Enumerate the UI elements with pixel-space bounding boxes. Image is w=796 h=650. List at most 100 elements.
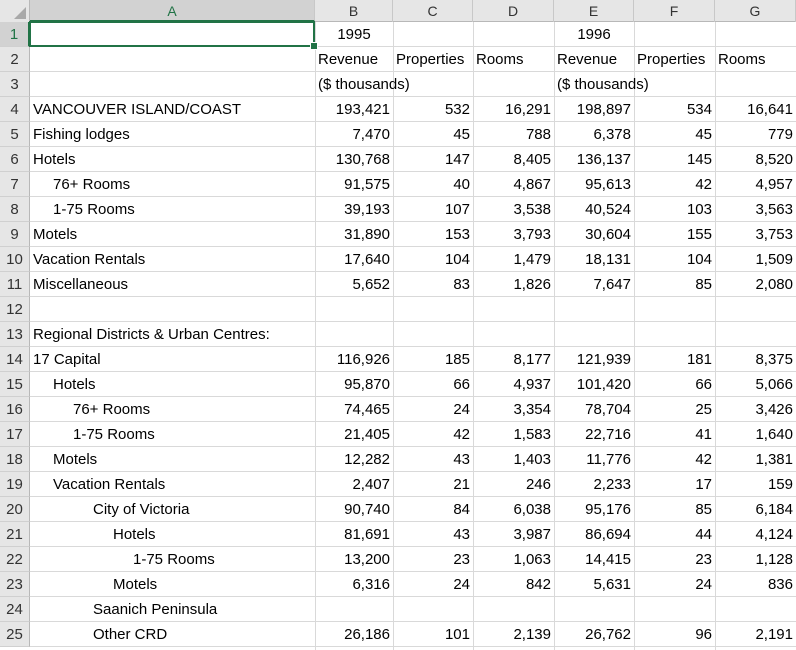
cell-b10[interactable]: 17,640 [344, 251, 390, 268]
row-header-13[interactable]: 13 [0, 322, 30, 347]
select-all-corner[interactable] [0, 0, 30, 22]
column-header-f[interactable]: F [634, 0, 715, 22]
cell-e21[interactable]: 86,694 [585, 526, 631, 543]
row-header-25[interactable]: 25 [0, 622, 30, 647]
cell-b7[interactable]: 91,575 [344, 176, 390, 193]
cell-g15[interactable]: 5,066 [755, 376, 793, 393]
cell-a20[interactable]: City of Victoria [93, 501, 190, 518]
cell-g4[interactable]: 16,641 [747, 101, 793, 118]
fill-handle[interactable] [310, 42, 318, 50]
row-header-21[interactable]: 21 [0, 522, 30, 547]
cell-d2[interactable]: Rooms [476, 51, 524, 68]
cell-a13[interactable]: Regional Districts & Urban Centres: [33, 326, 270, 343]
cell-b25[interactable]: 26,186 [344, 626, 390, 643]
cell-c19[interactable]: 21 [453, 476, 470, 493]
cell-a4[interactable]: VANCOUVER ISLAND/COAST [33, 101, 242, 118]
cell-d6[interactable]: 8,405 [513, 151, 551, 168]
cell-d14[interactable]: 8,177 [513, 351, 551, 368]
cell-e1[interactable]: 1996 [577, 26, 611, 43]
cell-e19[interactable]: 2,233 [593, 476, 631, 493]
cell-e10[interactable]: 18,131 [585, 251, 631, 268]
cell-e5[interactable]: 6,378 [593, 126, 631, 143]
row-header-23[interactable]: 23 [0, 572, 30, 597]
column-header-c[interactable]: C [393, 0, 473, 22]
cell-e24[interactable] [554, 597, 634, 622]
cell-e9[interactable]: 30,604 [585, 226, 631, 243]
cell-g10[interactable]: 1,509 [755, 251, 793, 268]
cell-a24[interactable]: Saanich Peninsula [93, 601, 218, 618]
cell-b16[interactable]: 74,465 [344, 401, 390, 418]
cell-g25[interactable]: 2,191 [755, 626, 793, 643]
cell-c1[interactable] [393, 22, 473, 47]
row-header-24[interactable]: 24 [0, 597, 30, 622]
cell-b22[interactable]: 13,200 [344, 551, 390, 568]
cell-a15[interactable]: Hotels [53, 376, 96, 393]
cell-d7[interactable]: 4,867 [513, 176, 551, 193]
cell-a5[interactable]: Fishing lodges [33, 126, 130, 143]
cell-b11[interactable]: 5,652 [352, 276, 390, 293]
cell-c23[interactable]: 24 [453, 576, 470, 593]
cell-c15[interactable]: 66 [453, 376, 470, 393]
row-header-6[interactable]: 6 [0, 147, 30, 172]
cell-e4[interactable]: 198,897 [576, 101, 631, 118]
cell-a23[interactable]: Motels [113, 576, 158, 593]
cell-e22[interactable]: 14,415 [585, 551, 631, 568]
cell-d10[interactable]: 1,479 [513, 251, 551, 268]
cell-g6[interactable]: 8,520 [755, 151, 793, 168]
cell-d12[interactable] [473, 297, 554, 322]
cell-d15[interactable]: 4,937 [513, 376, 551, 393]
cell-f3[interactable] [634, 72, 715, 97]
cell-g7[interactable]: 4,957 [755, 176, 793, 193]
cell-b21[interactable]: 81,691 [344, 526, 390, 543]
cell-f4[interactable]: 534 [686, 101, 712, 118]
cell-d3[interactable] [473, 72, 554, 97]
cell-b6[interactable]: 130,768 [335, 151, 390, 168]
cell-a22[interactable]: 1-75 Rooms [133, 551, 215, 568]
cell-e8[interactable]: 40,524 [585, 201, 631, 218]
cell-a6[interactable]: Hotels [33, 151, 76, 168]
cell-g18[interactable]: 1,381 [755, 451, 793, 468]
cell-b1[interactable]: 1995 [337, 26, 371, 43]
row-header-8[interactable]: 8 [0, 197, 30, 222]
cell-c2[interactable]: Properties [396, 51, 465, 68]
cell-a14[interactable]: 17 Capital [33, 351, 101, 368]
cell-c7[interactable]: 40 [453, 176, 470, 193]
cell-d20[interactable]: 6,038 [513, 501, 551, 518]
column-header-b[interactable]: B [315, 0, 393, 22]
cell-b5[interactable]: 7,470 [352, 126, 390, 143]
cell-a10[interactable]: Vacation Rentals [33, 251, 146, 268]
cell-a17[interactable]: 1-75 Rooms [73, 426, 155, 443]
cell-b12[interactable] [315, 297, 393, 322]
row-header-2[interactable]: 2 [0, 47, 30, 72]
cell-d13[interactable] [473, 322, 554, 347]
cell-e12[interactable] [554, 297, 634, 322]
cell-c12[interactable] [393, 297, 473, 322]
cell-f16[interactable]: 25 [695, 401, 712, 418]
cell-c25[interactable]: 101 [444, 626, 470, 643]
cell-c21[interactable]: 43 [453, 526, 470, 543]
cell-c14[interactable]: 185 [444, 351, 470, 368]
cell-b19[interactable]: 2,407 [352, 476, 390, 493]
cell-e14[interactable]: 121,939 [576, 351, 631, 368]
row-header-4[interactable]: 4 [0, 97, 30, 122]
cell-a7[interactable]: 76+ Rooms [53, 176, 131, 193]
cell-c8[interactable]: 107 [444, 201, 470, 218]
cell-c24[interactable] [393, 597, 473, 622]
cell-d23[interactable]: 842 [525, 576, 551, 593]
cell-b23[interactable]: 6,316 [352, 576, 390, 593]
cell-d19[interactable]: 246 [525, 476, 551, 493]
cell-a25[interactable]: Other CRD [93, 626, 168, 643]
row-header-19[interactable]: 19 [0, 472, 30, 497]
cell-g20[interactable]: 6,184 [755, 501, 793, 518]
cell-c18[interactable]: 43 [453, 451, 470, 468]
column-header-d[interactable]: D [473, 0, 554, 22]
row-header-20[interactable]: 20 [0, 497, 30, 522]
cell-c3[interactable] [393, 72, 473, 97]
cell-f2[interactable]: Properties [637, 51, 706, 68]
cell-d5[interactable]: 788 [525, 126, 551, 143]
cell-b8[interactable]: 39,193 [344, 201, 390, 218]
cell-b18[interactable]: 12,282 [344, 451, 390, 468]
row-header-14[interactable]: 14 [0, 347, 30, 372]
cell-c11[interactable]: 83 [453, 276, 470, 293]
